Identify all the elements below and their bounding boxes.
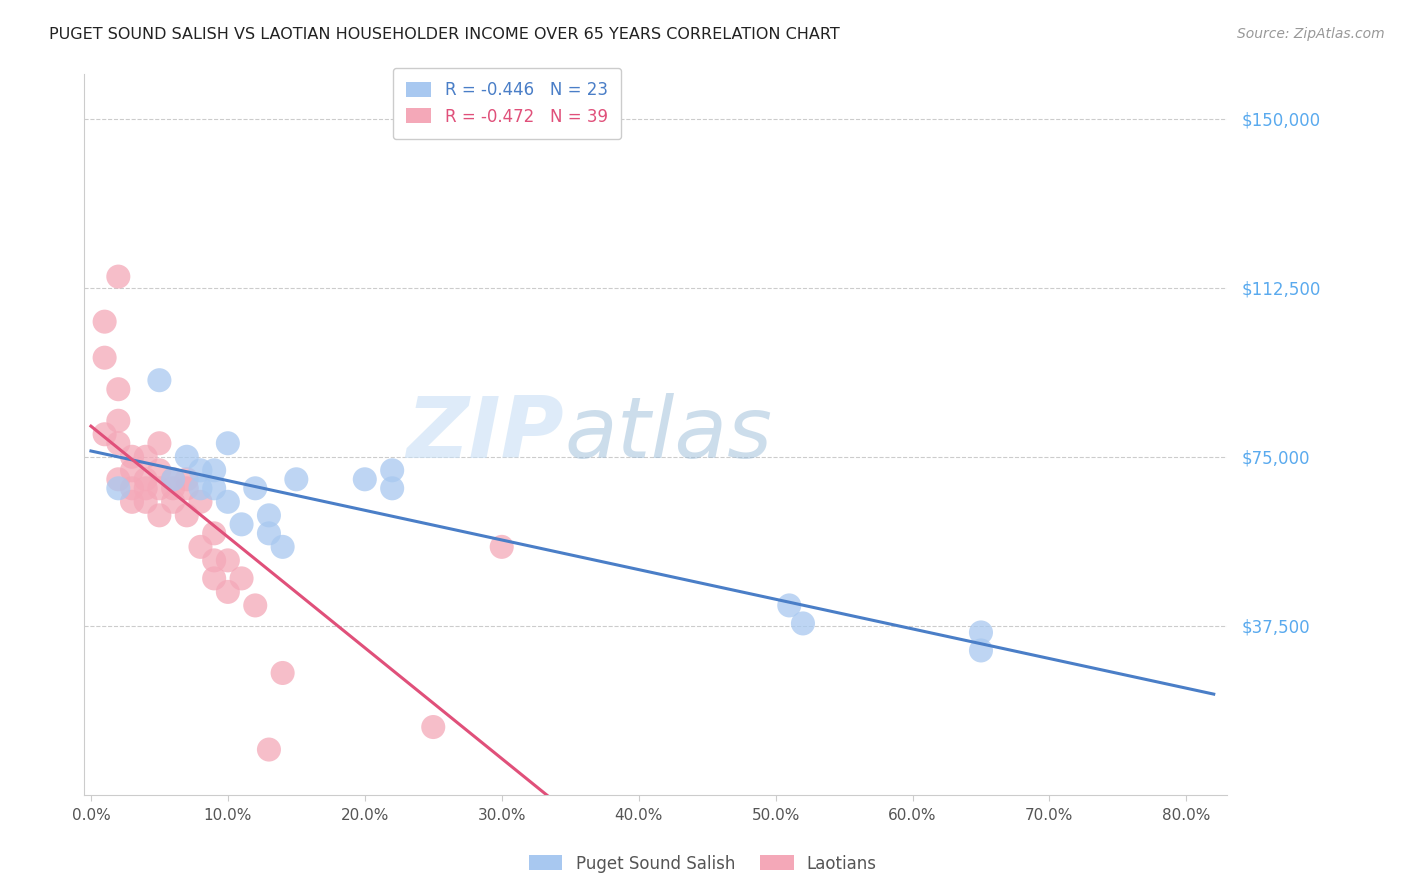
Point <box>217 436 239 450</box>
Point <box>162 481 184 495</box>
Point <box>93 427 115 442</box>
Point <box>121 481 143 495</box>
Point <box>285 472 308 486</box>
Point <box>271 540 294 554</box>
Text: PUGET SOUND SALISH VS LAOTIAN HOUSEHOLDER INCOME OVER 65 YEARS CORRELATION CHART: PUGET SOUND SALISH VS LAOTIAN HOUSEHOLDE… <box>49 27 839 42</box>
Point <box>202 571 225 585</box>
Point <box>135 495 157 509</box>
Point <box>190 481 212 495</box>
Point <box>792 616 814 631</box>
Point <box>107 269 129 284</box>
Point <box>217 553 239 567</box>
Point <box>778 599 800 613</box>
Point <box>190 463 212 477</box>
Point <box>257 742 280 756</box>
Legend: Puget Sound Salish, Laotians: Puget Sound Salish, Laotians <box>523 848 883 880</box>
Point <box>271 665 294 680</box>
Point <box>257 526 280 541</box>
Point <box>121 495 143 509</box>
Point <box>148 481 170 495</box>
Point <box>176 450 198 464</box>
Point <box>148 508 170 523</box>
Point <box>190 540 212 554</box>
Point <box>162 472 184 486</box>
Point <box>135 450 157 464</box>
Point <box>202 481 225 495</box>
Point <box>135 472 157 486</box>
Point <box>93 351 115 365</box>
Point <box>176 481 198 495</box>
Point <box>245 599 267 613</box>
Point <box>121 450 143 464</box>
Point <box>162 472 184 486</box>
Point <box>176 472 198 486</box>
Point <box>93 315 115 329</box>
Point <box>970 643 993 657</box>
Point <box>148 436 170 450</box>
Point <box>162 495 184 509</box>
Point <box>217 585 239 599</box>
Text: Source: ZipAtlas.com: Source: ZipAtlas.com <box>1237 27 1385 41</box>
Point <box>245 481 267 495</box>
Point <box>190 495 212 509</box>
Point <box>257 508 280 523</box>
Point <box>135 481 157 495</box>
Text: ZIP: ZIP <box>406 392 564 475</box>
Point <box>422 720 444 734</box>
Point <box>970 625 993 640</box>
Legend: R = -0.446   N = 23, R = -0.472   N = 39: R = -0.446 N = 23, R = -0.472 N = 39 <box>394 68 621 139</box>
Point <box>107 481 129 495</box>
Point <box>202 553 225 567</box>
Point <box>381 481 404 495</box>
Point <box>217 495 239 509</box>
Point <box>176 508 198 523</box>
Point <box>381 463 404 477</box>
Point <box>121 463 143 477</box>
Point <box>202 526 225 541</box>
Point <box>148 463 170 477</box>
Point <box>107 414 129 428</box>
Point <box>148 373 170 387</box>
Point <box>491 540 513 554</box>
Point <box>202 463 225 477</box>
Point <box>231 571 253 585</box>
Point <box>231 517 253 532</box>
Point <box>107 436 129 450</box>
Point <box>353 472 375 486</box>
Point <box>107 472 129 486</box>
Text: atlas: atlas <box>564 392 772 475</box>
Point <box>107 382 129 396</box>
